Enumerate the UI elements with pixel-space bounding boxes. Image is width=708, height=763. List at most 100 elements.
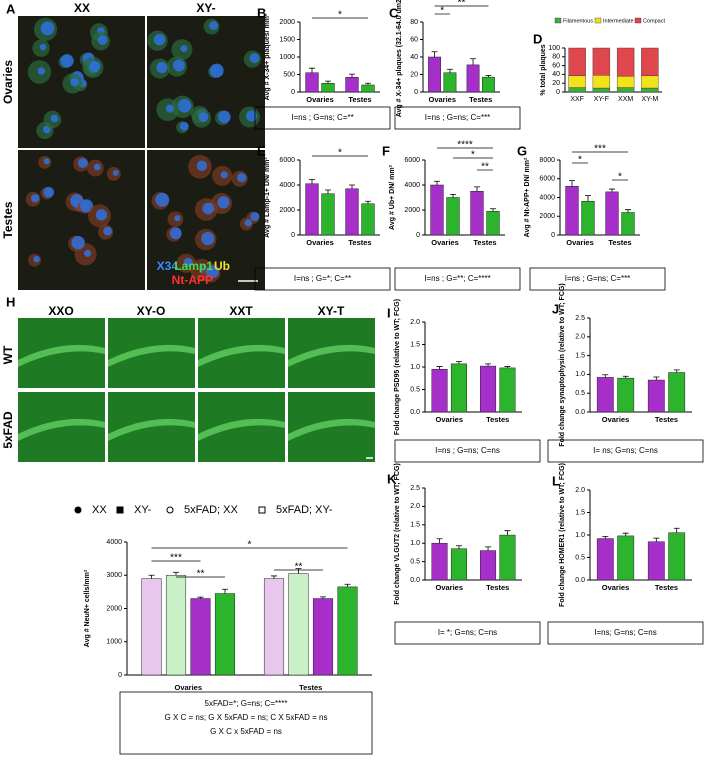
stain-blob <box>50 114 59 123</box>
stats-text: I=ns; G=ns; C=ns <box>594 628 656 637</box>
bar <box>470 191 484 236</box>
panel-letter: G <box>517 143 527 158</box>
y-tick-label: 0 <box>291 232 295 239</box>
stats-box <box>394 439 541 463</box>
image-tile <box>288 392 375 462</box>
error-bar <box>349 73 355 78</box>
bar-segment <box>616 87 635 93</box>
y-tick-label: 6000 <box>279 157 295 164</box>
x-category-label: Ovaries <box>602 583 630 592</box>
y-tick-label: 1000 <box>106 639 122 646</box>
y-tick-label: 0 <box>291 89 295 96</box>
significance-label: * <box>618 172 622 183</box>
y-tick-label: 2000 <box>404 207 420 214</box>
bar-segment <box>568 87 586 93</box>
error-bar <box>431 51 438 57</box>
stain-blob <box>180 45 188 53</box>
bar-segment <box>592 47 611 76</box>
bar <box>337 586 358 676</box>
stats-text: 5xFAD=*; G=ns; C=**** <box>205 699 288 708</box>
panel-letter: H <box>6 294 15 309</box>
bar <box>345 188 359 236</box>
error-bar <box>344 583 351 587</box>
y-tick-label: 2.5 <box>575 315 585 322</box>
panel-letter: E <box>257 143 266 158</box>
error-bar <box>609 188 615 192</box>
y-tick-label: 6000 <box>539 176 555 183</box>
stain-blob <box>172 59 185 72</box>
y-tick-label: 60 <box>410 36 418 43</box>
stain-blob <box>89 60 101 72</box>
significance-label: * <box>471 150 475 161</box>
stain-blob <box>93 163 101 171</box>
error-bar <box>622 532 629 536</box>
error-bar <box>585 195 591 202</box>
error-bar <box>434 180 440 185</box>
bar <box>141 578 162 676</box>
column-label: XY-O <box>137 304 166 318</box>
x-category-label: Ovaries <box>428 95 456 104</box>
tissue-band <box>288 418 375 441</box>
y-tick-label: 0 <box>416 232 420 239</box>
error-bar <box>455 545 462 549</box>
y-tick-label: 0.0 <box>575 577 585 584</box>
stain-blob <box>37 67 46 75</box>
error-bar <box>470 58 477 65</box>
tissue-band <box>18 418 105 441</box>
legend-marker <box>166 506 174 514</box>
x-category-label: Testes <box>486 415 509 424</box>
stain-blob <box>218 110 231 124</box>
error-bar <box>222 588 228 594</box>
bar <box>596 377 614 413</box>
micrographs <box>18 16 265 290</box>
y-tick-label: 80 <box>410 19 418 26</box>
bar <box>165 575 187 676</box>
y-tick-label: 0 <box>414 89 418 96</box>
stain-label: Lamp1 <box>174 259 213 273</box>
significance-label: ** <box>295 562 303 573</box>
bar <box>647 379 665 413</box>
stain-blob <box>155 192 170 207</box>
stain-blob <box>80 199 94 213</box>
bar <box>305 72 319 93</box>
y-axis-label: % total plaques <box>540 44 547 95</box>
error-bar <box>485 363 492 367</box>
panel-letter: B <box>257 5 266 20</box>
row-label: WT <box>1 345 15 364</box>
stain-blob <box>206 265 219 279</box>
bar-segment <box>641 75 659 89</box>
bar-segment <box>641 47 659 76</box>
y-tick-label: 1.5 <box>575 352 585 359</box>
legend-marker <box>258 506 266 514</box>
bar <box>617 377 635 413</box>
image-tile <box>198 318 285 388</box>
stats-box <box>529 267 666 291</box>
y-tick-label: 100 <box>548 45 560 52</box>
significance-label: * <box>578 155 582 166</box>
image-tile <box>288 318 375 388</box>
stain-blob <box>71 235 85 250</box>
stats-text: I= ns; G=ns; C=ns <box>593 446 658 455</box>
y-tick-label: 0.5 <box>410 558 420 565</box>
y-tick-label: 4000 <box>106 539 122 546</box>
x-category-label: Testes <box>348 95 371 104</box>
y-tick-label: 40 <box>552 71 560 78</box>
error-bar <box>436 538 443 544</box>
tissue-band <box>18 344 105 367</box>
stain-blob <box>39 43 47 51</box>
image-tile <box>198 392 285 462</box>
x-tick-label: XY-F <box>594 96 609 103</box>
bar <box>361 84 375 93</box>
stain-blob <box>169 227 182 240</box>
stats-box <box>394 106 521 130</box>
stain-blob <box>196 160 208 171</box>
bar <box>605 191 619 236</box>
y-tick-label: 1.5 <box>410 341 420 348</box>
y-tick-label: 1.0 <box>575 532 585 539</box>
image-tile <box>18 318 105 388</box>
stats-box <box>254 106 391 130</box>
error-bar <box>504 366 511 368</box>
x-category-label: Testes <box>299 683 322 692</box>
stain-blob <box>112 169 119 176</box>
error-bar <box>446 68 453 73</box>
